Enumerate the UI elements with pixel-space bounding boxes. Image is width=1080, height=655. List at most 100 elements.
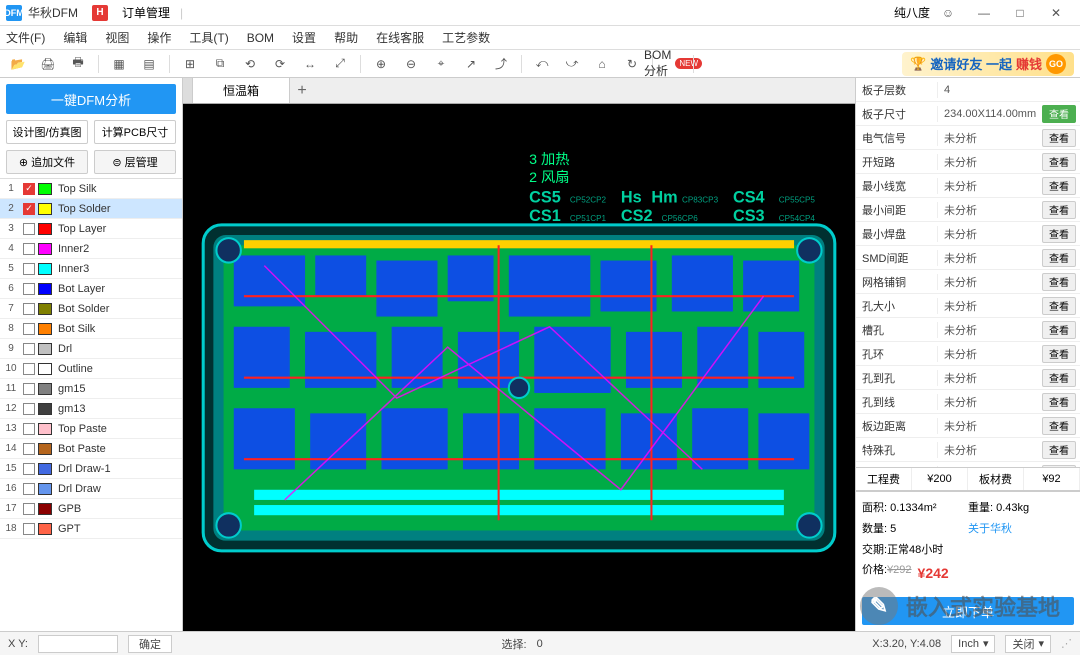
view-button[interactable]: 查看 [1042, 369, 1076, 387]
layer-checkbox[interactable] [23, 423, 35, 435]
toolbar-button[interactable]: ⟲ [238, 53, 262, 75]
view-button[interactable]: 查看 [1042, 441, 1076, 459]
maximize-button[interactable]: □ [1002, 0, 1038, 26]
layer-row[interactable]: 1 Top Silk [0, 179, 182, 199]
tab-add-button[interactable]: + [290, 82, 314, 100]
layer-row[interactable]: 14 Bot Paste [0, 439, 182, 459]
layer-row[interactable]: 7 Bot Solder [0, 299, 182, 319]
toolbar-button[interactable]: ↗ [459, 53, 483, 75]
layer-checkbox[interactable] [23, 403, 35, 415]
toolbar-button[interactable]: ⤴ [489, 53, 513, 75]
layer-row[interactable]: 18 GPT [0, 519, 182, 539]
layer-checkbox[interactable] [23, 503, 35, 515]
menu-item[interactable]: 工具(T) [189, 29, 228, 46]
toolbar-button[interactable]: ⤻ [560, 53, 584, 75]
menu-item[interactable]: 编辑 [63, 29, 87, 46]
user-icon[interactable]: ☺ [930, 0, 966, 26]
order-mgmt-link[interactable]: 订单管理 [122, 4, 170, 21]
layer-row[interactable]: 4 Inner2 [0, 239, 182, 259]
layer-row[interactable]: 17 GPB [0, 499, 182, 519]
about-link[interactable]: 关于华秋 [968, 519, 1074, 540]
order-icon[interactable]: H [92, 5, 108, 21]
layer-row[interactable]: 10 Outline [0, 359, 182, 379]
view-button[interactable]: 查看 [1042, 153, 1076, 171]
toolbar-button[interactable]: 🖶 [66, 53, 90, 75]
view-button[interactable]: 查看 [1042, 321, 1076, 339]
layer-row[interactable]: 15 Drl Draw-1 [0, 459, 182, 479]
tab-handle[interactable] [183, 78, 193, 103]
menu-item[interactable]: 在线客服 [376, 29, 424, 46]
toolbar-button[interactable]: 🖨 [36, 53, 60, 75]
view-button[interactable]: 查看 [1042, 273, 1076, 291]
layer-checkbox[interactable] [23, 223, 35, 235]
layer-row[interactable]: 9 Drl [0, 339, 182, 359]
view-button[interactable]: 查看 [1042, 105, 1076, 123]
menu-item[interactable]: 文件(F) [6, 29, 45, 46]
view-button[interactable]: 查看 [1042, 417, 1076, 435]
close-button[interactable]: ✕ [1038, 0, 1074, 26]
layer-checkbox[interactable] [23, 283, 35, 295]
view-button[interactable]: 查看 [1042, 249, 1076, 267]
xy-input[interactable] [38, 635, 118, 653]
menu-item[interactable]: BOM [247, 31, 274, 45]
layer-row[interactable]: 11 gm15 [0, 379, 182, 399]
toolbar-button[interactable]: ⟳ [268, 53, 292, 75]
layer-checkbox[interactable] [23, 443, 35, 455]
layer-checkbox[interactable] [23, 183, 35, 195]
pcb-viewport[interactable]: 3 加热 2 风扇 CS5 Hs Hm CS4 CS1 CS2 CS3 CP52… [183, 104, 855, 631]
layer-mgmt-button[interactable]: ⊜层管理 [94, 150, 176, 174]
user-name[interactable]: 纯八度 [894, 4, 930, 21]
toolbar-button[interactable]: ⧉ [208, 53, 232, 75]
close-combo[interactable]: 关闭▾ [1005, 635, 1051, 653]
layer-row[interactable]: 5 Inner3 [0, 259, 182, 279]
layer-checkbox[interactable] [23, 523, 35, 535]
toolbar-button[interactable]: ↔ [298, 53, 322, 75]
layer-row[interactable]: 16 Drl Draw [0, 479, 182, 499]
calc-size-button[interactable]: 计算PCB尺寸 [94, 120, 176, 144]
order-button[interactable]: 立即下单 [862, 597, 1074, 625]
view-button[interactable]: 查看 [1042, 177, 1076, 195]
bom-analyze-button[interactable]: BOM分析NEW [661, 53, 685, 75]
menu-item[interactable]: 操作 [147, 29, 171, 46]
layer-checkbox[interactable] [23, 463, 35, 475]
layer-row[interactable]: 2 Top Solder [0, 199, 182, 219]
toolbar-button[interactable]: ↻ [620, 53, 644, 75]
layer-checkbox[interactable] [23, 323, 35, 335]
layer-checkbox[interactable] [23, 203, 35, 215]
toolbar-button[interactable]: ⊖ [399, 53, 423, 75]
layer-checkbox[interactable] [23, 263, 35, 275]
layer-row[interactable]: 12 gm13 [0, 399, 182, 419]
menu-item[interactable]: 设置 [292, 29, 316, 46]
menu-item[interactable]: 帮助 [334, 29, 358, 46]
toolbar-button[interactable]: ⌖ [429, 53, 453, 75]
menu-item[interactable]: 视图 [105, 29, 129, 46]
layer-checkbox[interactable] [23, 483, 35, 495]
toolbar-button[interactable]: 📂 [6, 53, 30, 75]
menu-item[interactable]: 工艺参数 [442, 29, 490, 46]
toolbar-button[interactable]: ⊕ [369, 53, 393, 75]
invite-banner[interactable]: 🏆邀请好友 一起赚钱GO [902, 52, 1074, 76]
layer-row[interactable]: 3 Top Layer [0, 219, 182, 239]
dfm-analyze-button[interactable]: 一键DFM分析 [6, 84, 176, 114]
minimize-button[interactable]: — [966, 0, 1002, 26]
toolbar-button[interactable]: ⤺ [530, 53, 554, 75]
layer-row[interactable]: 8 Bot Silk [0, 319, 182, 339]
view-button[interactable]: 查看 [1042, 129, 1076, 147]
tab-active[interactable]: 恒温箱 [193, 78, 290, 103]
layer-checkbox[interactable] [23, 243, 35, 255]
layer-row[interactable]: 6 Bot Layer [0, 279, 182, 299]
toolbar-button[interactable]: ⌂ [590, 53, 614, 75]
layer-checkbox[interactable] [23, 343, 35, 355]
toolbar-button[interactable]: ⤢ [328, 53, 352, 75]
layer-checkbox[interactable] [23, 383, 35, 395]
view-button[interactable]: 查看 [1042, 345, 1076, 363]
layer-row[interactable]: 13 Top Paste [0, 419, 182, 439]
toolbar-button[interactable]: ▤ [137, 53, 161, 75]
unit-combo[interactable]: Inch▾ [951, 635, 995, 653]
view-button[interactable]: 查看 [1042, 201, 1076, 219]
add-file-button[interactable]: ⊕追加文件 [6, 150, 88, 174]
view-button[interactable]: 查看 [1042, 393, 1076, 411]
layer-checkbox[interactable] [23, 363, 35, 375]
layer-checkbox[interactable] [23, 303, 35, 315]
view-button[interactable]: 查看 [1042, 297, 1076, 315]
